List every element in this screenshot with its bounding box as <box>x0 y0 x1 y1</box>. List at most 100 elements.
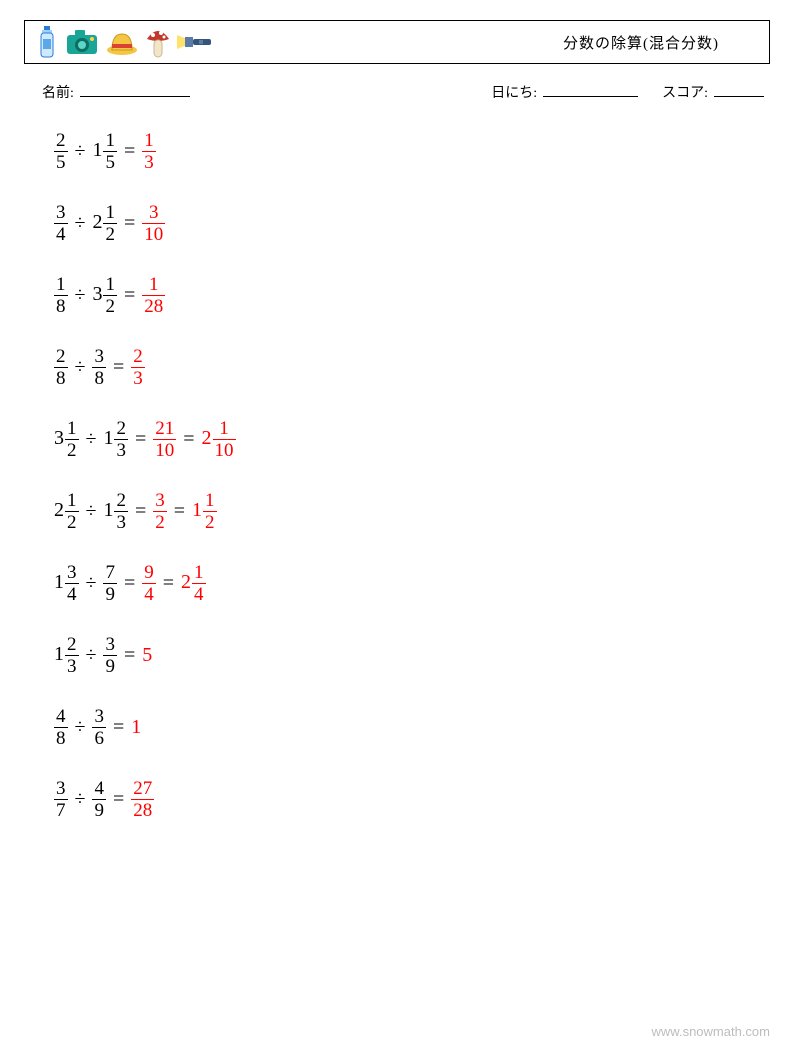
division-sign: ÷ <box>86 572 97 595</box>
fraction: 2 8 <box>54 347 68 388</box>
whole-part: 1 <box>54 643 64 665</box>
fraction: 1 5 <box>103 131 117 172</box>
mixed-number: 1 2 3 <box>103 491 128 532</box>
denominator: 4 <box>142 583 156 604</box>
numerator: 3 <box>54 779 68 799</box>
numerator: 1 <box>147 275 161 295</box>
equals-sign: = <box>124 572 135 595</box>
mixed-number: 2 1 2 <box>92 203 117 244</box>
fraction: 21 10 <box>153 419 176 460</box>
numerator: 1 <box>142 131 156 151</box>
problem-row: 3 7 ÷ 4 9 = 27 28 <box>54 776 770 822</box>
numerator: 3 <box>103 635 117 655</box>
numerator: 2 <box>114 419 128 439</box>
denominator: 4 <box>54 223 68 244</box>
whole-part: 2 <box>92 211 102 233</box>
fraction: 3 6 <box>92 707 106 748</box>
info-row: 名前: 日にち: スコア: <box>24 82 770 102</box>
worksheet-title: 分数の除算(混合分数) <box>563 32 759 53</box>
numerator: 1 <box>103 131 117 151</box>
mixed-number: 7 9 <box>103 563 117 604</box>
score-blank[interactable] <box>714 82 764 97</box>
mixed-number: 2 1 2 <box>54 491 79 532</box>
mixed-number: 1 2 3 <box>54 635 79 676</box>
problem-row: 1 3 4 ÷ 7 9 = 9 4 = 2 1 4 <box>54 560 770 606</box>
denominator: 4 <box>192 583 206 604</box>
numerator: 1 <box>103 275 117 295</box>
name-label: 名前: <box>42 82 74 102</box>
mixed-number: 3 8 <box>92 347 106 388</box>
denominator: 10 <box>153 439 176 460</box>
date-score-field: 日にち: スコア: <box>491 82 764 102</box>
mixed-number: 3 7 <box>54 779 68 820</box>
denominator: 9 <box>103 655 117 676</box>
numerator: 3 <box>92 347 106 367</box>
denominator: 28 <box>131 799 154 820</box>
fraction: 3 4 <box>54 203 68 244</box>
denominator: 9 <box>103 583 117 604</box>
fraction: 1 10 <box>213 419 236 460</box>
name-blank[interactable] <box>80 82 190 97</box>
mixed-number: 3 1 2 <box>92 275 117 316</box>
integer-value: 5 <box>142 644 152 666</box>
denominator: 28 <box>142 295 165 316</box>
mixed-number: 3 10 <box>142 203 165 244</box>
numerator: 9 <box>142 563 156 583</box>
fraction: 1 4 <box>192 563 206 604</box>
problem-row: 2 1 2 ÷1 2 3 = 3 2 =1 1 2 <box>54 488 770 534</box>
fraction: 4 8 <box>54 707 68 748</box>
mixed-number: 9 4 <box>142 563 156 604</box>
mixed-number: 3 4 <box>54 203 68 244</box>
problem-row: 2 5 ÷1 1 5 = 1 3 <box>54 128 770 174</box>
numerator: 4 <box>54 707 68 727</box>
fraction: 2 3 <box>114 419 128 460</box>
problem-row: 1 2 3 ÷ 3 9 =5 <box>54 632 770 678</box>
division-sign: ÷ <box>75 788 86 811</box>
equals-sign: = <box>135 500 146 523</box>
water-bottle-icon <box>35 25 59 59</box>
mixed-number: 1 3 4 <box>54 563 79 604</box>
header-icon-row <box>35 25 213 59</box>
problem-row: 3 4 ÷2 1 2 = 3 10 <box>54 200 770 246</box>
denominator: 3 <box>65 655 79 676</box>
fraction: 1 8 <box>54 275 68 316</box>
denominator: 2 <box>203 511 217 532</box>
mixed-number: 3 6 <box>92 707 106 748</box>
denominator: 10 <box>213 439 236 460</box>
denominator: 2 <box>103 223 117 244</box>
numerator: 1 <box>103 203 117 223</box>
mushroom-icon <box>145 25 171 59</box>
fraction: 1 2 <box>65 419 79 460</box>
mixed-number: 27 28 <box>131 779 154 820</box>
worksheet-page: 分数の除算(混合分数) 名前: 日にち: スコア: 2 5 ÷1 1 5 = 1… <box>0 0 794 1053</box>
fraction: 1 2 <box>65 491 79 532</box>
name-field: 名前: <box>42 82 190 102</box>
numerator: 7 <box>103 563 117 583</box>
fraction: 1 2 <box>203 491 217 532</box>
whole-part: 1 <box>103 499 113 521</box>
equals-sign: = <box>124 212 135 235</box>
denominator: 2 <box>65 439 79 460</box>
mixed-number: 1 28 <box>142 275 165 316</box>
equals-sign: = <box>113 788 124 811</box>
division-sign: ÷ <box>86 428 97 451</box>
fraction: 1 2 <box>103 275 117 316</box>
fraction: 4 9 <box>92 779 106 820</box>
denominator: 8 <box>54 367 68 388</box>
date-blank[interactable] <box>543 82 638 97</box>
denominator: 5 <box>103 151 117 172</box>
denominator: 8 <box>54 295 68 316</box>
denominator: 6 <box>92 727 106 748</box>
hat-icon <box>105 28 139 56</box>
whole-part: 1 <box>54 571 64 593</box>
fraction: 27 28 <box>131 779 154 820</box>
mixed-number: 3 1 2 <box>54 419 79 460</box>
whole-part: 1 <box>192 499 202 521</box>
fraction: 3 4 <box>65 563 79 604</box>
mixed-number: 1 1 2 <box>192 491 217 532</box>
mixed-number: 2 1 4 <box>181 563 206 604</box>
whole-part: 2 <box>181 571 191 593</box>
equals-sign: = <box>163 572 174 595</box>
fraction: 3 9 <box>103 635 117 676</box>
numerator: 3 <box>147 203 161 223</box>
